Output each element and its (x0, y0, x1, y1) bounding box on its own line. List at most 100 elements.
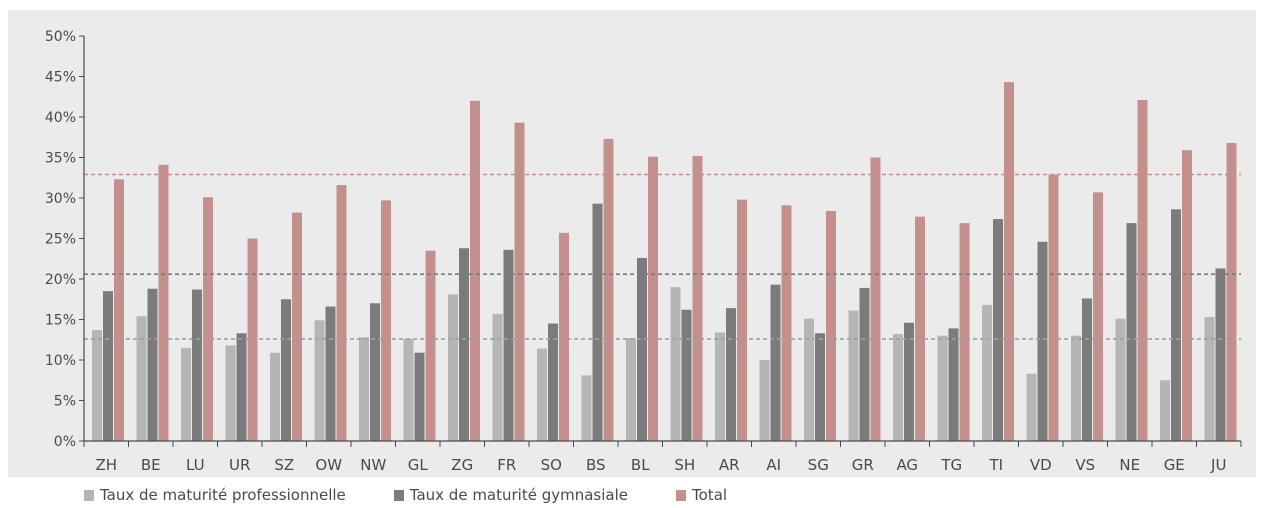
bar-total-nw (381, 200, 391, 441)
x-tick-label-ne: NE (1119, 456, 1140, 474)
x-tick-label-fr: FR (497, 456, 516, 474)
bar-pro-tg (937, 335, 948, 441)
y-tick-label: 15% (45, 313, 76, 329)
bar-total-sh (692, 155, 703, 441)
bar-pro-be (136, 316, 147, 441)
legend-item-total: Total (676, 486, 727, 504)
bar-pro-ar (715, 332, 725, 441)
bar-total-ne (1137, 99, 1148, 442)
bar-gym-ag (904, 322, 914, 441)
bar-total-ju (1226, 142, 1237, 442)
bar-pro-so (537, 348, 547, 441)
bar-pro-ow (314, 320, 325, 441)
bar-total-vs (1093, 192, 1103, 441)
x-tick-label-vd: VD (1030, 456, 1052, 474)
x-tick-label-sz: SZ (274, 456, 294, 474)
legend-swatch-pro (84, 489, 94, 501)
bar-pro-ai (759, 360, 770, 441)
x-tick-label-ge: GE (1164, 456, 1185, 474)
y-tick-label: 50% (45, 29, 76, 45)
x-tick-label-zg: ZG (451, 456, 473, 474)
bar-gym-ti (993, 219, 1003, 441)
bar-gym-ow (325, 306, 336, 441)
legend-item-pro: Taux de maturité professionnelle (84, 486, 346, 504)
x-tick-label-ti: TI (988, 456, 1003, 474)
bar-total-lu (203, 197, 213, 441)
bar-total-ag (915, 216, 925, 441)
x-tick-label-bs: BS (586, 456, 606, 474)
bar-gym-zh (103, 291, 113, 441)
bar-gym-bs (592, 203, 603, 441)
x-tick-label-ow: OW (315, 456, 342, 474)
x-tick-label-ju: JU (1210, 456, 1226, 474)
y-tick-label: 40% (45, 110, 76, 126)
bar-pro-sz (270, 352, 280, 441)
y-tick-label: 10% (45, 353, 76, 369)
bar-total-ti (1004, 82, 1014, 442)
x-tick-label-gr: GR (852, 456, 874, 474)
x-tick-label-vs: VS (1075, 456, 1095, 474)
bar-gym-sz (281, 299, 291, 441)
bar-total-ur (247, 238, 258, 441)
legend-item-gym: Taux de maturité gymnasiale (393, 486, 628, 504)
bar-total-tg (959, 223, 970, 441)
bar-gym-lu (192, 289, 202, 441)
bar-gym-bl (637, 257, 647, 441)
bar-gym-ju (1215, 268, 1226, 441)
bar-total-sg (826, 210, 836, 441)
bar-gym-zg (459, 248, 469, 441)
bar-gym-nw (370, 303, 380, 441)
x-tick-label-so: SO (541, 456, 562, 474)
bar-pro-gl (403, 338, 414, 441)
bar-pro-ur (225, 345, 236, 441)
bar-total-gr (870, 157, 881, 441)
bar-pro-sh (670, 287, 681, 441)
bar-gym-be (147, 288, 158, 441)
bar-gym-gl (414, 352, 425, 441)
bar-gym-ur (236, 333, 247, 441)
bar-pro-bl (626, 338, 636, 441)
bar-total-ar (737, 199, 747, 441)
x-tick-label-ai: AI (766, 456, 781, 474)
bar-gym-so (548, 323, 558, 441)
bar-total-so (559, 232, 569, 441)
bar-gym-vs (1082, 298, 1092, 441)
bar-total-zh (114, 179, 124, 441)
bar-total-zg (470, 100, 480, 442)
x-tick-label-nw: NW (360, 456, 386, 474)
y-tick-label: 20% (45, 272, 76, 288)
x-tick-label-sh: SH (674, 456, 695, 474)
bar-pro-ti (982, 304, 992, 441)
x-tick-label-ag: AG (896, 456, 918, 474)
bar-gym-vd (1037, 241, 1048, 441)
bar-gym-sh (681, 309, 692, 441)
bar-pro-fr (492, 313, 503, 441)
x-tick-label-zh: ZH (95, 456, 117, 474)
x-tick-label-ur: UR (229, 456, 250, 474)
y-tick-label: 45% (45, 70, 76, 86)
bar-total-ai (781, 205, 792, 441)
bar-total-sz (292, 212, 302, 441)
bar-total-ge (1182, 150, 1192, 441)
bar-total-bs (603, 138, 614, 441)
y-tick-label: 5% (54, 394, 76, 410)
chart-legend: Taux de maturité professionnelle Taux de… (84, 484, 775, 506)
y-tick-label: 0% (54, 434, 76, 450)
x-tick-label-sg: SG (808, 456, 829, 474)
bar-total-ow (336, 185, 347, 441)
y-tick-label: 35% (45, 151, 76, 167)
bar-pro-ge (1160, 380, 1170, 441)
x-tick-label-ar: AR (719, 456, 740, 474)
bar-gym-fr (503, 249, 514, 441)
bar-pro-vd (1026, 373, 1037, 441)
bar-total-vd (1048, 174, 1059, 441)
bar-gym-ar (726, 308, 736, 441)
bar-total-gl (425, 250, 436, 441)
legend-label-total: Total (692, 486, 728, 504)
bar-pro-vs (1071, 335, 1081, 441)
bar-gym-sg (815, 333, 825, 441)
bar-pro-lu (181, 347, 191, 441)
x-tick-label-gl: GL (408, 456, 429, 474)
bar-pro-zg (448, 294, 458, 441)
